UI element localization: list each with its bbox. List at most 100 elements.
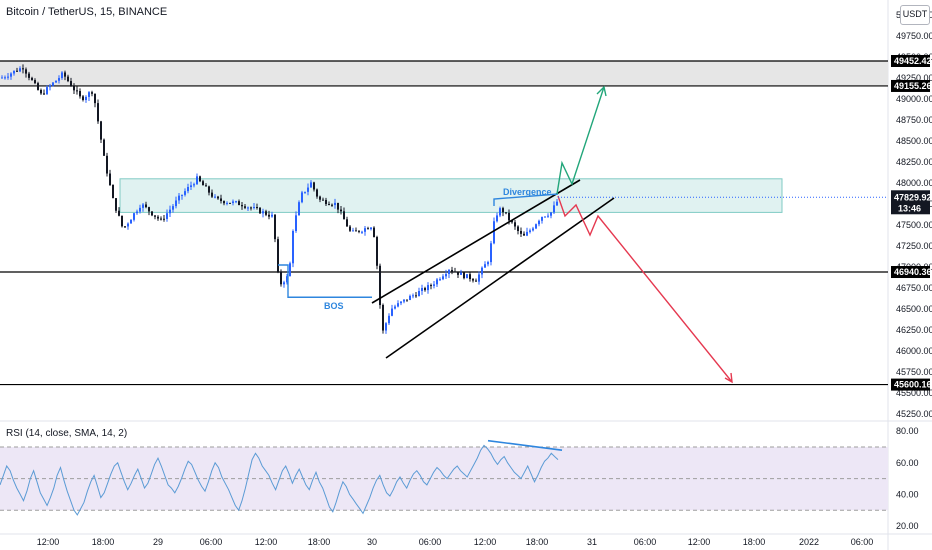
candle-body [205,185,207,187]
candle-body [88,92,90,97]
candle-body [508,212,510,221]
supply-zone [119,178,783,213]
candle-body [319,196,321,200]
candle-body [373,227,375,238]
candle-body [112,184,114,199]
candle-body [202,181,204,186]
candle-body [463,272,465,279]
candle-body [19,68,21,72]
candle-body [454,271,456,273]
candle-body [307,187,309,192]
last-price-badge-text: 47829.92 [894,192,932,202]
price-tick-label: 45500.00 [896,388,932,398]
channel-upper-line [371,179,581,304]
candle-body [226,202,228,204]
candle-body [457,272,459,275]
candle-body [13,70,15,74]
candle-body [340,209,342,212]
price-tick-label: 48250.00 [896,157,932,167]
candle-body [73,86,75,91]
candle-body [16,70,18,72]
candle-body [199,176,201,182]
candle-body [367,228,369,230]
candle-body [121,215,123,227]
candle-body [481,267,483,275]
candle-body [181,194,183,196]
candle-body [220,198,222,202]
candle-body [466,274,468,279]
candle-body [34,80,36,84]
candle-body [379,265,381,306]
candle-body [310,182,312,188]
candle-body [493,221,495,244]
price-tick-label: 46500.00 [896,304,932,314]
bullish-forecast-arrow [556,86,605,195]
candle-body [436,279,438,285]
candle-body [148,207,150,212]
level-price-badge-text: 46940.36 [894,267,932,277]
candle-body [223,201,225,204]
candle-body [448,269,450,274]
candle-body [343,211,345,220]
candle-body [424,288,426,291]
candle-body [166,213,168,219]
candle-body [46,87,48,95]
candle-body [22,68,24,70]
candles [1,64,558,334]
candle-body [337,202,339,210]
candle-body [238,201,240,206]
rsi-line [0,444,559,516]
candle-body [172,206,174,210]
candle-body [445,273,447,277]
candle-body [328,204,330,206]
candle-body [523,233,525,236]
candle-body [526,231,528,236]
candle-body [394,306,396,309]
time-tick-label: 06:00 [419,537,442,547]
candle-body [475,280,477,282]
candle-body [295,215,297,232]
candle-body [82,96,84,100]
price-tick-label: 46250.00 [896,325,932,335]
candle-body [28,73,30,78]
price-tick-label: 47500.00 [896,220,932,230]
candle-body [70,81,72,87]
candle-body [106,155,108,174]
candle-body [358,230,360,232]
candle-body [271,214,273,217]
time-tick-label: 18:00 [92,537,115,547]
level-price-badge-text: 49452.42 [894,56,932,66]
symbol-title: Bitcoin / TetherUS, 15, BINANCE [6,6,168,18]
candle-body [118,210,120,216]
rsi-tick-label: 40.00 [896,489,919,499]
candle-body [133,213,135,220]
candle-body [514,222,516,227]
candle-body [421,288,423,292]
candle-body [109,173,111,185]
candle-body [427,285,429,291]
time-tick-label: 06:00 [634,537,657,547]
candle-body [58,78,60,81]
time-tick-label: 12:00 [688,537,711,547]
candle-body [499,208,501,216]
currency-badge[interactable]: USDT [900,5,930,25]
candle-body [229,202,231,204]
time-tick-label: 2022 [799,537,819,547]
candle-body [157,216,159,219]
candle-body [409,295,411,301]
candle-body [97,103,99,122]
candle-body [286,276,288,283]
candle-body [304,191,306,193]
candle-body [352,230,354,232]
candle-body [235,201,237,203]
price-tick-label: 49750.00 [896,31,932,41]
candle-body [175,200,177,207]
candle-body [259,207,261,214]
candle-body [64,72,66,77]
candle-body [472,279,474,281]
candle-body [193,184,195,186]
rsi-divergence-line [487,439,563,451]
time-tick-label: 12:00 [474,537,497,547]
candle-body [244,206,246,208]
